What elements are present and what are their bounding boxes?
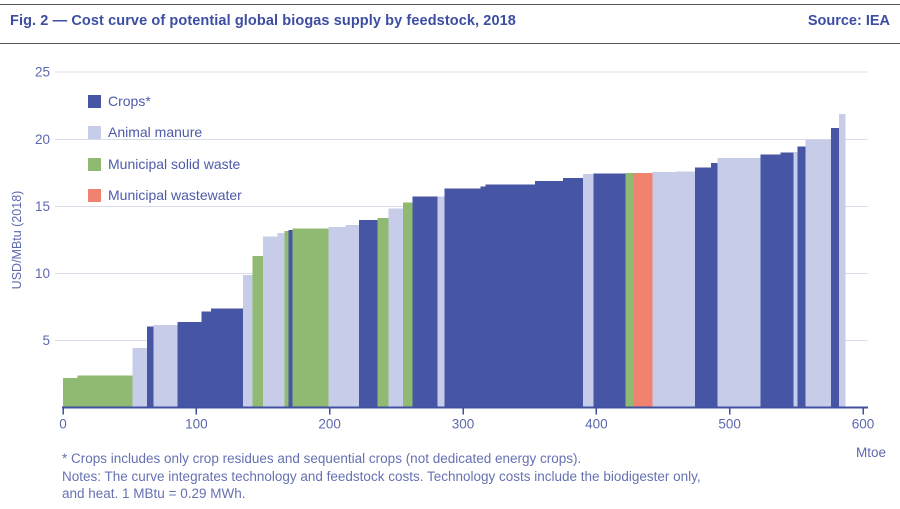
source-label: Source: IEA: [807, 13, 890, 29]
y-tick-label-25: 25: [35, 65, 50, 80]
legend-label-crops: Crops*: [108, 93, 151, 109]
header-rule-top: [0, 4, 900, 5]
x-tick-label-0: 0: [59, 417, 67, 432]
y-tick-label-5: 5: [42, 333, 50, 348]
bar-segment-msw: [377, 217, 389, 408]
bar-segment-msw: [625, 172, 634, 408]
bar-segment-crops: [711, 162, 718, 408]
legend-item-animal-manure: Animal manure: [88, 124, 202, 140]
bar-segment-msw: [292, 228, 329, 408]
y-tick-label-20: 20: [35, 132, 50, 147]
header-rule-bottom: [0, 43, 900, 44]
legend-label-animal-manure: Animal manure: [108, 124, 203, 140]
figure-title: Fig. 2 — Cost curve of potential global …: [10, 13, 516, 29]
bar-segment-wastewater: [633, 172, 653, 408]
bar-segment-manure: [805, 139, 831, 408]
legend-label-municipal-solid-waste: Municipal solid waste: [108, 156, 241, 172]
bar-segment-manure: [793, 152, 798, 408]
bar-segment-crops: [211, 308, 243, 408]
bar-segment-manure: [153, 325, 178, 408]
bar-segment-crops: [760, 154, 781, 408]
x-tick-label-400: 400: [585, 417, 608, 432]
bar-segment-msw: [403, 202, 413, 408]
bar-segment-crops: [177, 321, 202, 408]
legend-swatch-municipal-wastewater: [88, 188, 101, 202]
footnote-line-2: Notes: The curve integrates technology a…: [62, 468, 701, 484]
legend-swatch-animal-manure: [88, 125, 101, 139]
bar-segment-crops: [359, 219, 378, 408]
bar-segment-crops: [563, 178, 583, 408]
footnote-line-1: * Crops includes only crop residues and …: [62, 451, 582, 466]
bar-segment-crops: [593, 173, 626, 408]
bar-segment-manure: [583, 174, 594, 408]
bar-segment-manure: [243, 274, 253, 408]
legend-swatch-crops: [88, 94, 101, 108]
bar-segment-manure: [263, 236, 278, 408]
bar-segment-manure: [717, 158, 761, 408]
bar-segment-crops: [412, 196, 438, 408]
x-tick-label-500: 500: [718, 417, 741, 432]
x-tick-label-600: 600: [852, 417, 875, 432]
bar-segment-manure: [345, 225, 359, 408]
bar-segment-crops: [797, 146, 806, 408]
bar-segment-msw: [284, 231, 289, 408]
y-tick-label-15: 15: [35, 199, 50, 214]
bar-segment-crops: [780, 152, 794, 408]
bar-segment-crops: [147, 326, 154, 408]
x-tick-label-100: 100: [185, 417, 208, 432]
footnote-line-3: and heat. 1 MBtu = 0.29 MWh.: [62, 486, 246, 501]
bar-segment-msw: [252, 256, 263, 408]
bar-segment-manure: [676, 171, 695, 408]
bar-segment-manure: [437, 196, 445, 408]
bar-segment-crops: [201, 311, 211, 408]
bar-segment-manure: [328, 227, 346, 408]
bar-segment-crops: [831, 127, 839, 408]
legend-item-municipal-solid-waste: Municipal solid waste: [88, 156, 240, 172]
x-axis-unit-label: Mtoe: [856, 445, 886, 460]
x-tick-label-200: 200: [318, 417, 341, 432]
bar-segment-manure: [388, 208, 403, 408]
bar-segment-crops: [288, 229, 293, 408]
bar-segment-crops: [444, 188, 481, 408]
bar-segment-msw: [77, 375, 133, 408]
bar-segment-crops: [695, 167, 711, 408]
x-tick-label-300: 300: [452, 417, 475, 432]
legend-swatch-municipal-solid-waste: [88, 157, 101, 171]
y-tick-label-10: 10: [35, 266, 50, 281]
bar-segment-crops: [485, 184, 535, 408]
bar-segment-msw: [63, 378, 78, 408]
bar-segment-manure: [132, 347, 147, 408]
bar-segment-crops: [480, 186, 486, 408]
legend-item-municipal-wastewater: Municipal wastewater: [88, 187, 242, 203]
legend-label-municipal-wastewater: Municipal wastewater: [108, 187, 242, 203]
legend-item-crops: Crops*: [88, 93, 151, 109]
bar-segment-manure: [277, 233, 285, 408]
y-axis-title: USD/MBtu (2018): [10, 191, 24, 290]
bar-segment-crops: [535, 180, 563, 408]
bar-segment-manure: [652, 172, 677, 408]
footnotes: * Crops includes only crop residues and …: [62, 450, 782, 503]
bar-segment-manure: [839, 113, 846, 408]
